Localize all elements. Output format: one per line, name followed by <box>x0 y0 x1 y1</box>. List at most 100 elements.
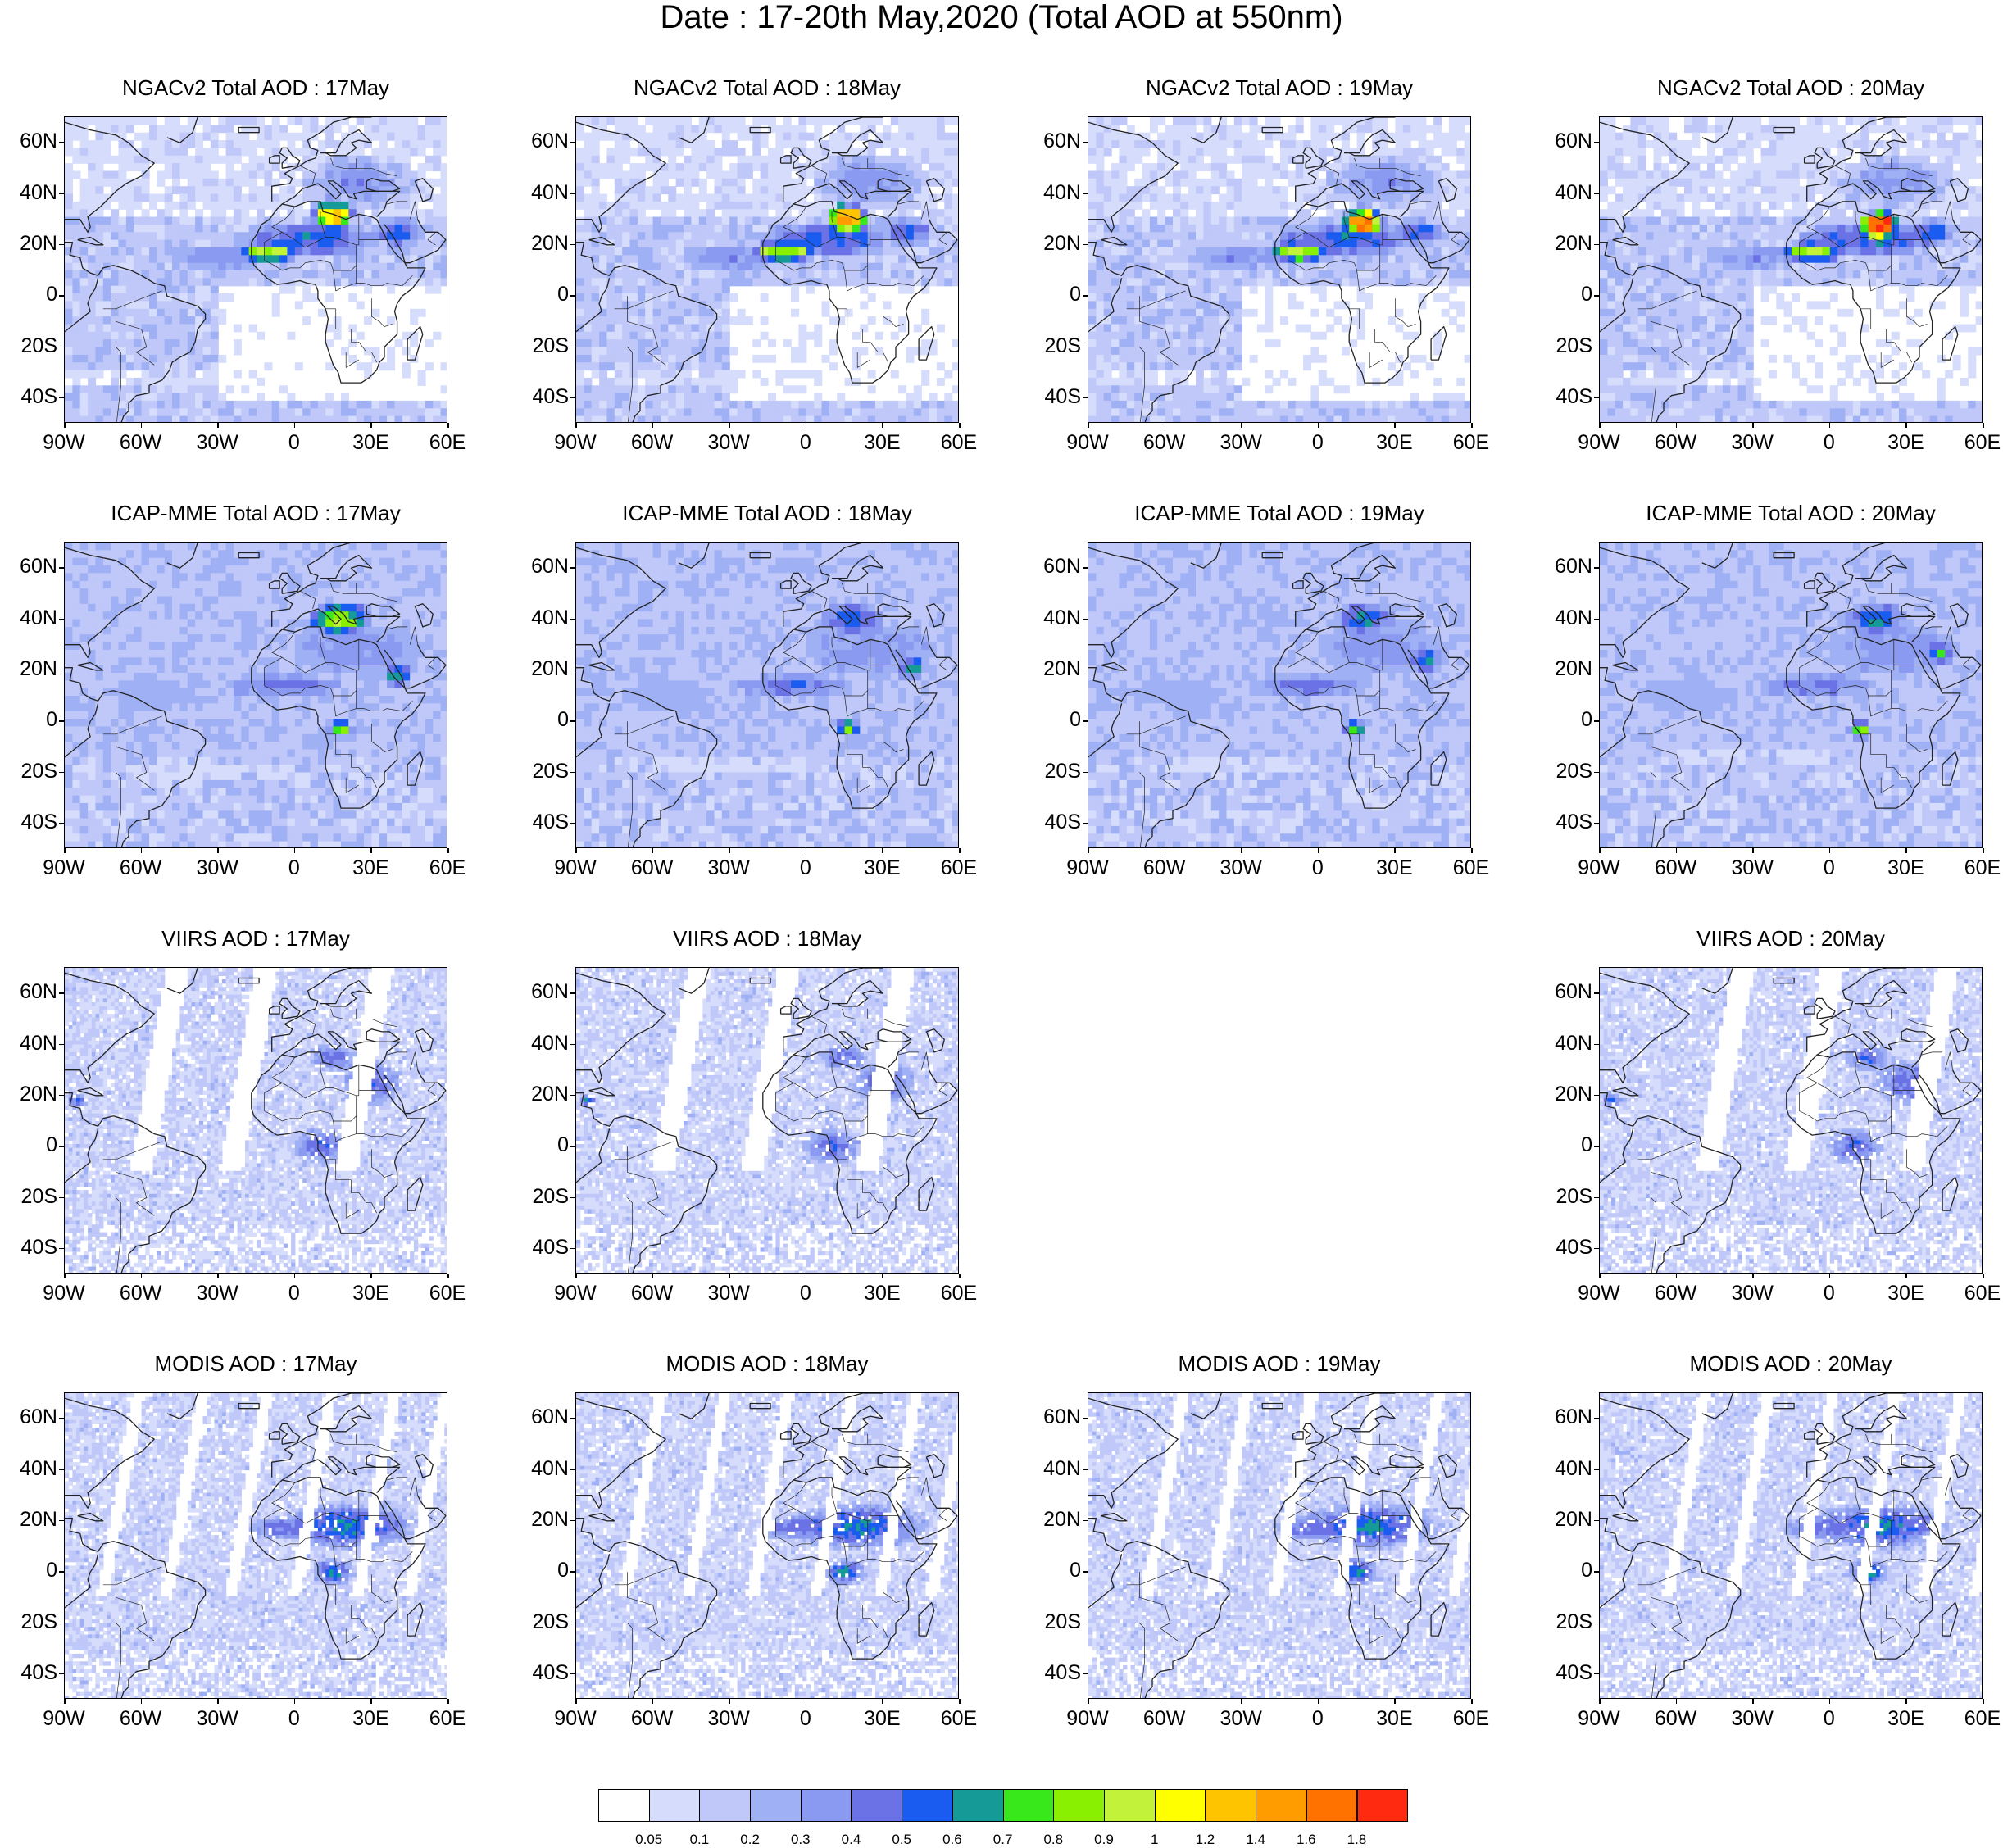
coastline <box>65 972 155 1083</box>
colorbar-swatch <box>1256 1789 1307 1822</box>
lon-tick <box>1828 848 1831 853</box>
country-border <box>867 1541 924 1563</box>
aod-cells <box>65 968 447 1273</box>
country-border <box>345 1202 359 1219</box>
lon-tick-label: 30W <box>700 856 757 880</box>
coastline <box>1088 703 1123 758</box>
aod-cells <box>576 968 958 1273</box>
lon-tick-label: 60W <box>624 856 681 880</box>
lat-tick-label: 60N <box>1547 555 1592 579</box>
lon-tick-label: 60W <box>1136 431 1193 455</box>
aod-field <box>576 1393 958 1698</box>
aod-cells <box>1088 1393 1470 1698</box>
country-border <box>1944 201 1953 220</box>
country-border <box>271 1482 296 1509</box>
lon-tick-label: 60E <box>1442 1707 1500 1731</box>
coastline <box>1806 1393 1907 1478</box>
lat-tick-label: 40S <box>523 810 569 834</box>
lon-tick <box>652 423 654 428</box>
country-border <box>627 772 633 847</box>
lat-tick <box>570 1571 575 1573</box>
lat-tick-label: 40N <box>1547 606 1592 630</box>
coastline <box>1261 126 1283 134</box>
lon-tick <box>1752 848 1754 853</box>
coastline <box>1302 147 1324 169</box>
coastline <box>65 278 99 333</box>
lat-tick <box>1083 720 1088 722</box>
lat-tick-label: 0 <box>1547 708 1592 732</box>
aod-field <box>1600 543 1982 847</box>
country-border <box>1349 733 1401 788</box>
lon-tick <box>1675 1274 1678 1278</box>
aod-field <box>1600 1393 1982 1698</box>
figure-title: Date : 17-20th May,2020 (Total AOD at 55… <box>0 0 2003 49</box>
lat-tick <box>1594 346 1599 347</box>
panel-title: MODIS AOD : 20May <box>1583 1351 1999 1377</box>
lon-tick <box>1164 848 1166 853</box>
coastline <box>1803 1431 1815 1440</box>
coastline <box>1600 1518 1742 1698</box>
lat-tick <box>1594 1418 1599 1419</box>
lon-tick <box>805 1274 807 1278</box>
coastline <box>279 572 301 594</box>
lat-tick <box>1594 1622 1599 1623</box>
coastline <box>320 129 373 157</box>
coastline <box>1274 1477 1450 1660</box>
lat-tick <box>1594 1146 1599 1147</box>
colorbar-swatch <box>1154 1789 1206 1822</box>
lat-tick <box>1594 992 1599 994</box>
country-border <box>1379 1443 1421 1453</box>
country-border <box>1139 296 1179 366</box>
country-border <box>1451 232 1460 246</box>
country-border <box>1806 1482 1831 1509</box>
coastline <box>1600 667 1742 847</box>
coastline <box>1438 1454 1457 1478</box>
country-border <box>883 1574 904 1603</box>
country-border <box>320 637 326 663</box>
lat-tick-label: 60N <box>523 129 569 153</box>
lat-tick-label: 20N <box>11 232 57 256</box>
coastline <box>1389 178 1424 193</box>
lon-tick-label: 0 <box>777 1707 834 1731</box>
panel-title: VIIRS AOD : 17May <box>48 926 464 951</box>
lat-tick <box>1594 720 1599 722</box>
country-border <box>1855 1487 1861 1514</box>
lon-tick <box>1241 423 1242 428</box>
lat-tick <box>59 992 64 994</box>
colorbar-swatch <box>1002 1789 1055 1822</box>
country-border <box>844 1120 868 1142</box>
coastline <box>783 543 883 627</box>
colorbar-label: 0.8 <box>1033 1832 1074 1848</box>
lat-tick-label: 60N <box>1035 555 1081 579</box>
lon-tick-label: 60E <box>930 431 988 455</box>
coastline <box>268 1431 280 1440</box>
coastline <box>1344 554 1397 582</box>
lat-tick-label: 60N <box>11 980 57 1004</box>
country-border <box>371 1574 393 1603</box>
country-border <box>271 206 296 233</box>
coastline <box>366 1454 401 1469</box>
coastline <box>1088 1518 1230 1698</box>
country-border <box>1343 1487 1350 1514</box>
map-area <box>575 542 959 848</box>
colorbar-swatch <box>1306 1789 1358 1822</box>
country-border <box>627 1623 633 1698</box>
lon-tick-label: 30W <box>188 856 246 880</box>
lat-tick-label: 40N <box>1035 606 1081 630</box>
colorbar-swatch <box>598 1789 650 1822</box>
lat-tick <box>59 193 64 194</box>
coastline <box>384 1069 447 1115</box>
coastline <box>1942 325 1959 361</box>
lon-tick-label: 90W <box>547 1707 604 1731</box>
lat-tick <box>1083 295 1088 297</box>
coastline <box>779 580 792 589</box>
country-border <box>1410 201 1432 205</box>
country-border <box>856 352 870 368</box>
country-border <box>116 1623 121 1698</box>
coastline <box>1701 968 1733 994</box>
country-border <box>1354 1433 1381 1445</box>
country-border <box>1891 1065 1895 1097</box>
lon-tick <box>805 423 807 428</box>
lon-tick-label: 90W <box>547 856 604 880</box>
coastline <box>877 1454 912 1469</box>
